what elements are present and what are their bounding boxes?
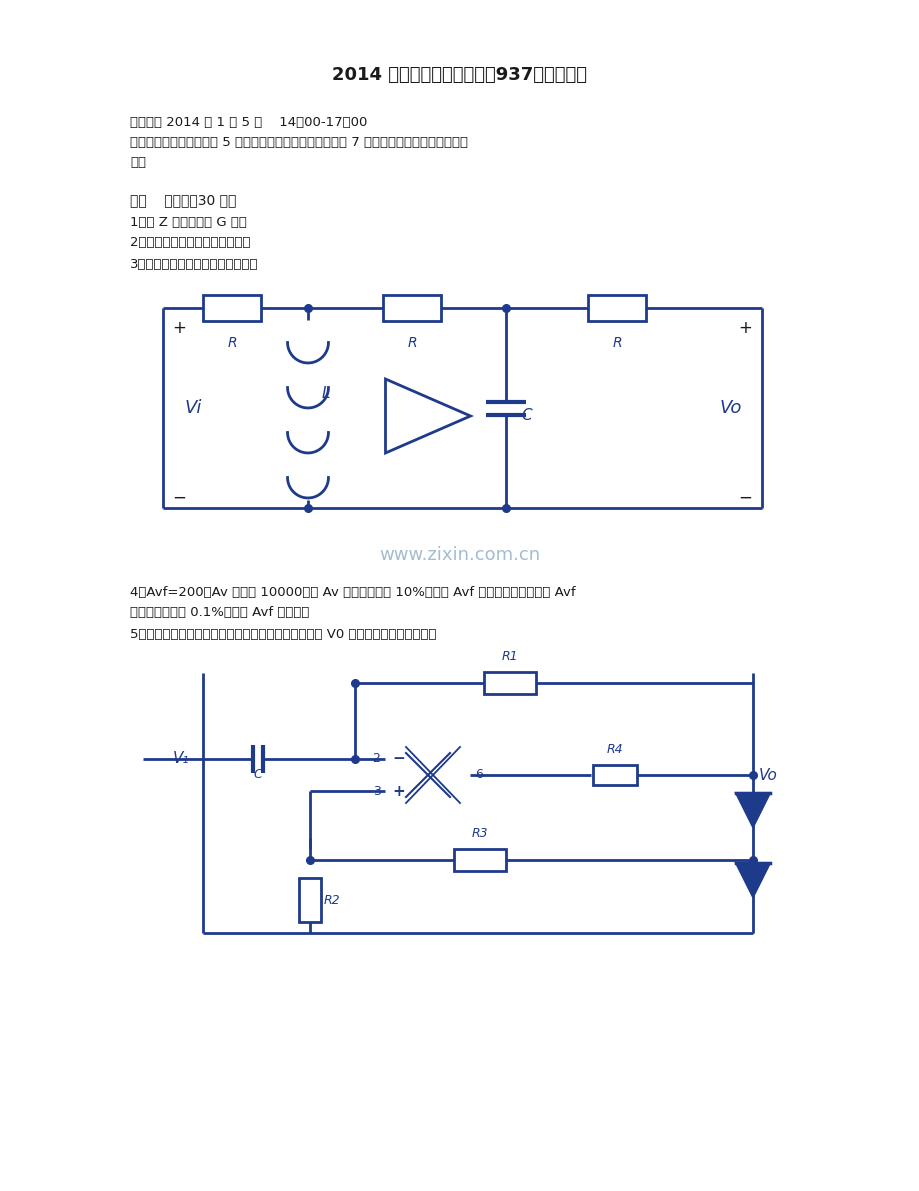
Text: R1: R1 [501, 650, 517, 663]
Text: 共九道大题。第一道（含 5 道小题）为简单题和第六道（含 7 道小题）为填空题，其他均为: 共九道大题。第一道（含 5 道小题）为简单题和第六道（含 7 道小题）为填空题，… [130, 137, 468, 150]
Text: +: + [392, 784, 404, 799]
Bar [593, 765, 636, 785]
Text: +: + [737, 319, 751, 337]
Text: 6: 6 [475, 768, 482, 781]
Text: 3: 3 [372, 785, 380, 798]
Text: 3、简要说明图中电路是什么滤波器: 3、简要说明图中电路是什么滤波器 [130, 257, 258, 270]
Text: −: − [392, 752, 404, 766]
Text: 一、    简答题（30 分）: 一、 简答题（30 分） [130, 193, 236, 207]
Text: R: R [611, 336, 621, 350]
Text: www.zixin.com.cn: www.zixin.com.cn [379, 545, 540, 565]
Text: −: − [737, 490, 751, 507]
Text: Vi: Vi [185, 399, 202, 417]
Text: 大题: 大题 [130, 156, 146, 169]
Text: Vo: Vo [719, 399, 742, 417]
Text: 1、由 Z 参量推导出 G 参量: 1、由 Z 参量推导出 G 参量 [130, 216, 246, 229]
Text: 4、Avf=200，Av 约等于 10000，求 Av 相对变化量为 10%时，求 Avf 相对变化量。若要求 Avf: 4、Avf=200，Av 约等于 10000，求 Av 相对变化量为 10%时，… [130, 586, 575, 599]
Text: L: L [322, 386, 330, 400]
Text: R2: R2 [323, 893, 340, 906]
Bar [382, 295, 440, 322]
Text: Vo: Vo [758, 767, 777, 782]
Bar [299, 878, 321, 922]
Text: 2: 2 [372, 753, 380, 766]
Text: C: C [520, 409, 531, 424]
Text: C: C [254, 768, 262, 781]
Text: −: − [172, 490, 186, 507]
Bar [587, 295, 645, 322]
Bar [203, 295, 261, 322]
Text: 5、如图所示，问电路的功能和各元件的作用。问输出 V0 频率提高，应该如何调整: 5、如图所示，问电路的功能和各元件的作用。问输出 V0 频率提高，应该如何调整 [130, 628, 436, 641]
Bar [483, 672, 536, 694]
Text: R: R [407, 336, 416, 350]
Polygon shape [735, 793, 769, 827]
Text: R4: R4 [606, 743, 623, 756]
Text: 2、画出二倍压电路，并简述原理: 2、画出二倍压电路，并简述原理 [130, 237, 250, 249]
Text: R: R [227, 336, 236, 350]
Text: 的相对变化量为 0.1%时，求 Avf 的最大值: 的相对变化量为 0.1%时，求 Avf 的最大值 [130, 606, 309, 619]
Polygon shape [735, 863, 769, 897]
Bar [453, 849, 505, 871]
Text: R3: R3 [471, 827, 488, 840]
Text: +: + [172, 319, 186, 337]
Text: 考试时间 2014 年 1 月 5 日    14：00-17：00: 考试时间 2014 年 1 月 5 日 14：00-17：00 [130, 116, 367, 129]
Text: V₁: V₁ [173, 752, 189, 766]
Text: 2014 年北京大学电子线路（937）考研真题: 2014 年北京大学电子线路（937）考研真题 [332, 66, 587, 85]
